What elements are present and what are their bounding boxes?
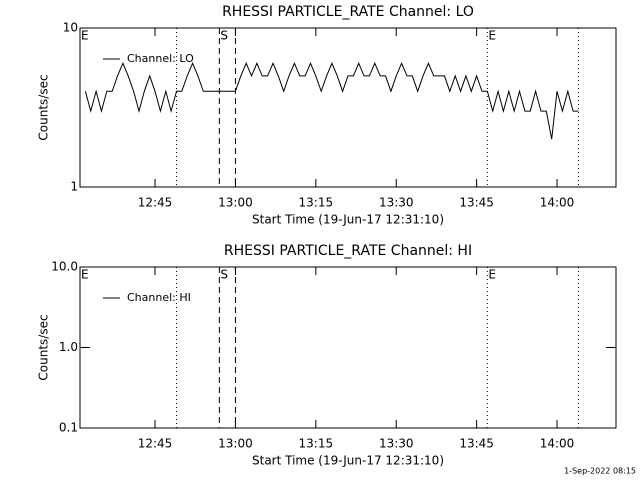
x-tick-label: 13:00 xyxy=(218,196,253,210)
x-tick-label: 12:45 xyxy=(138,196,173,210)
x-tick-label: 14:00 xyxy=(540,196,575,210)
x-tick-label: 13:15 xyxy=(299,437,334,451)
event-marker: E xyxy=(488,29,496,43)
x-tick-label: 14:00 xyxy=(540,437,575,451)
y-tick-label: 10 xyxy=(63,21,78,35)
event-marker: E xyxy=(488,268,496,282)
y-tick-label: 10.0 xyxy=(51,260,78,274)
event-marker: S xyxy=(220,29,228,43)
y-tick-label: 1.0 xyxy=(59,340,78,354)
y-axis-label: Counts/sec xyxy=(37,314,51,380)
x-tick-label: 12:45 xyxy=(138,437,173,451)
x-tick-label: 13:00 xyxy=(218,437,253,451)
legend-label: Channel: LO xyxy=(127,52,194,65)
x-tick-label: 13:30 xyxy=(379,196,414,210)
y-axis-label: Counts/sec xyxy=(37,74,51,140)
y-tick-label: 1 xyxy=(70,180,78,194)
event-marker: E xyxy=(81,29,89,43)
x-axis-label: Start Time (19-Jun-17 12:31:10) xyxy=(252,454,444,468)
chart-title: RHESSI PARTICLE_RATE Channel: LO xyxy=(222,4,474,20)
x-tick-label: 13:15 xyxy=(299,196,334,210)
y-tick-label: 0.1 xyxy=(59,421,78,435)
x-tick-label: 13:45 xyxy=(459,437,494,451)
x-tick-label: 13:45 xyxy=(459,196,494,210)
data-line xyxy=(84,62,579,140)
legend-label: Channel: HI xyxy=(127,291,191,304)
x-axis-label: Start Time (19-Jun-17 12:31:10) xyxy=(252,213,444,227)
footer: 1-Sep-2022 08:15 xyxy=(564,467,636,476)
plot-frame xyxy=(79,27,617,188)
event-marker: S xyxy=(220,268,228,282)
event-marker: E xyxy=(81,268,89,282)
chart-title: RHESSI PARTICLE_RATE Channel: HI xyxy=(224,243,472,259)
x-tick-label: 13:30 xyxy=(379,437,414,451)
